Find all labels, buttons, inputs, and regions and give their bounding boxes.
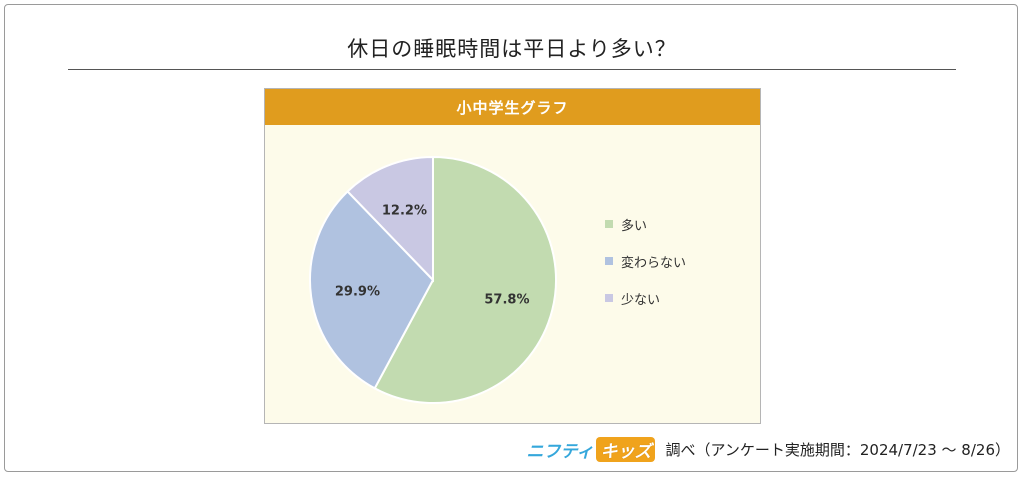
chart-legend: 多い変わらない少ない [605, 215, 686, 326]
pie-slice-2 [309, 190, 435, 390]
legend-label: 変わらない [621, 255, 687, 271]
slice-value-label: 57.8% [484, 293, 529, 308]
legend-swatch [605, 294, 613, 302]
legend-item: 少ない [605, 289, 686, 308]
legend-label: 少ない [621, 292, 661, 308]
legend-item: 変わらない [605, 252, 687, 271]
survey-note: 調べ（アンケート実施期間：2024/7/23 ～ 8/26） [665, 441, 1010, 459]
footer: ニフティ キッズ 調べ（アンケート実施期間：2024/7/23 ～ 8/26） [526, 437, 1010, 462]
chart-title: 小中学生グラフ [265, 89, 760, 125]
nifty-kids-logo: ニフティ キッズ [526, 437, 656, 462]
title-divider [68, 69, 956, 70]
pie-chart: 57.8% 29.9% 12.2% [309, 155, 557, 404]
logo-text-kids: キッズ [596, 437, 656, 462]
legend-label: 多い [621, 218, 648, 234]
slice-value-label: 29.9% [335, 284, 380, 299]
legend-item: 多い [605, 215, 686, 234]
legend-swatch [605, 220, 613, 228]
chart-panel: 小中学生グラフ 57.8% 29.9% 12.2% 多い変わらない少ない [264, 88, 761, 424]
pie-slice-3 [346, 155, 434, 283]
legend-swatch [605, 257, 613, 265]
slice-value-label: 12.2% [382, 203, 427, 218]
pie-slice-1 [373, 155, 557, 404]
logo-text-nifty: ニフティ [526, 442, 594, 462]
page-title: 休日の睡眠時間は平日より多い？ [347, 37, 677, 61]
